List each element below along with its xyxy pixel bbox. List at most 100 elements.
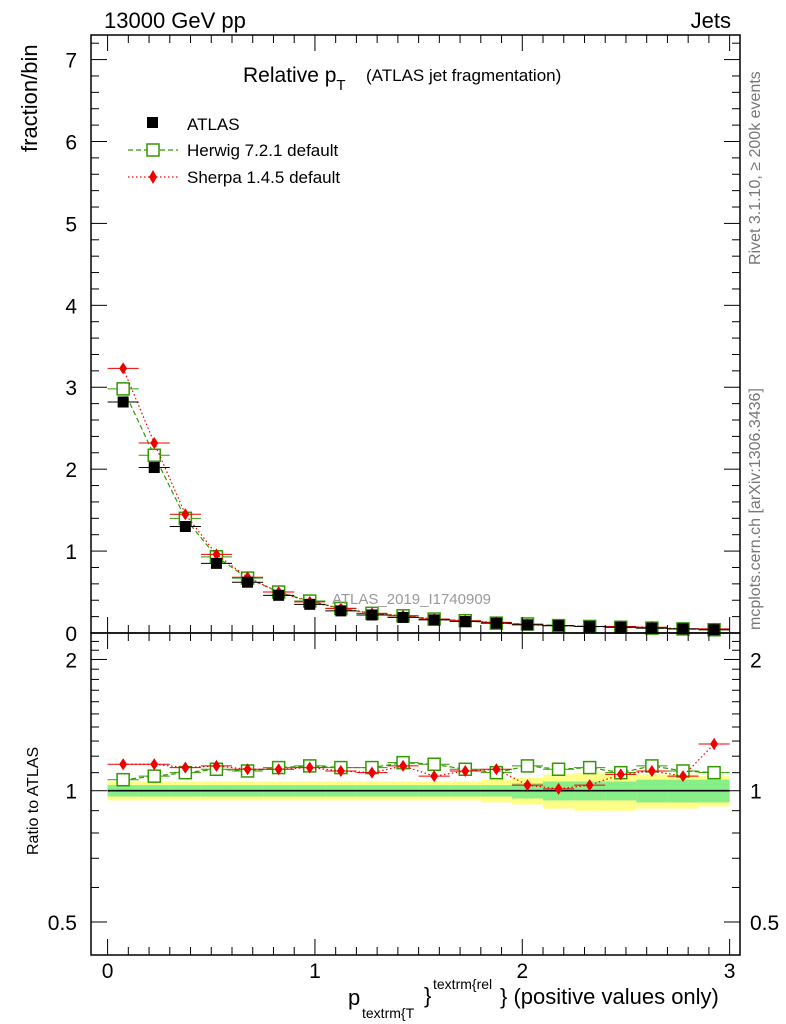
- chart-title-sub: T: [336, 77, 345, 94]
- x-label-main: p: [348, 985, 360, 1010]
- legend-marker-herwig: [146, 143, 160, 157]
- ratio-herwig-point: [707, 765, 721, 780]
- ratio-sherpa-point: [710, 737, 719, 750]
- ratio-herwig-point: [427, 757, 441, 772]
- legend-item-atlas: ATLAS: [147, 115, 240, 134]
- x-label-suffix: } (positive values only): [500, 984, 719, 1009]
- main-y-tick-label: 1: [65, 541, 77, 564]
- ratio-sherpa-point: [212, 759, 221, 772]
- ratio-sherpa-point: [616, 768, 625, 781]
- legend-marker-sherpa: [149, 170, 157, 184]
- herwig-point: [116, 382, 130, 396]
- atlas-point: [210, 557, 222, 569]
- legend: ATLAS Herwig 7.2.1 default Sherpa 1.4.5 …: [128, 115, 340, 187]
- atlas-point: [335, 605, 347, 617]
- chart-title-main: Relative p: [243, 64, 336, 87]
- ratio-sherpa-point: [430, 770, 439, 783]
- main-y-tick-label: 7: [65, 50, 77, 73]
- watermark: ATLAS_2019_I1740909: [332, 591, 491, 608]
- x-label-brace: }: [424, 983, 431, 1008]
- atlas-point: [553, 620, 565, 632]
- ratio-herwig-point: [551, 762, 566, 777]
- sherpa-line: [122, 368, 715, 630]
- legend-label-sherpa: Sherpa 1.4.5 default: [187, 168, 340, 187]
- main-y-tick-label: 4: [65, 295, 77, 318]
- ratio-sherpa-point: [181, 761, 190, 774]
- x-tick-label: 0: [102, 960, 114, 983]
- main-data-layer: [107, 362, 730, 637]
- x-tick-label: 1: [309, 960, 321, 983]
- ratio-sherpa-point: [492, 763, 501, 776]
- sherpa-point: [212, 548, 221, 561]
- ratio-y-tick-label-right: 0.5: [750, 912, 779, 935]
- atlas-point: [428, 614, 440, 626]
- main-y-tick-label: 5: [65, 213, 77, 236]
- ratio-sherpa-point: [554, 782, 563, 795]
- ratio-y-tick-label-right: 1: [750, 781, 762, 804]
- ratio-sherpa-point: [585, 779, 594, 792]
- ratio-y-tick-label: 2: [65, 649, 77, 672]
- atlas-point: [273, 589, 285, 601]
- atlas-point: [179, 521, 191, 533]
- legend-label-herwig: Herwig 7.2.1 default: [187, 141, 338, 160]
- x-tick-label: 2: [516, 960, 528, 983]
- ratio-ticks: 0 1 2 3 0.5 0.5 1 1 2 2: [48, 633, 779, 983]
- ratio-herwig-point: [520, 759, 535, 773]
- atlas-point: [521, 619, 533, 631]
- series-atlas: [107, 396, 730, 636]
- atlas-point: [677, 623, 689, 635]
- ratio-sherpa-point: [150, 758, 159, 771]
- ratio-herwig-point: [582, 760, 597, 775]
- side-text-bottom: mcplots.cern.ch [arXiv:1306.3436]: [747, 388, 764, 630]
- ratio-sherpa-point: [305, 761, 314, 774]
- ratio-sherpa-point: [461, 764, 470, 777]
- ratio-data-layer: [107, 737, 730, 811]
- atlas-point: [242, 576, 254, 588]
- ratio-y-tick-label-right: 2: [750, 649, 762, 672]
- sherpa-point: [181, 508, 190, 521]
- x-axis-label: p textrm{T } textrm{rel } (positive valu…: [348, 976, 719, 1021]
- x-tick-label: 3: [724, 960, 736, 983]
- sherpa-point: [119, 362, 128, 375]
- main-ticks: 0 1 2 3 4 5 6 7: [65, 35, 740, 646]
- ratio-sherpa-point: [274, 763, 283, 776]
- ratio-y-label: Ratio to ATLAS: [25, 747, 42, 855]
- ratio-sherpa-point: [647, 764, 656, 777]
- atlas-point: [148, 462, 160, 474]
- atlas-point: [584, 620, 596, 632]
- main-y-tick-label: 2: [65, 459, 77, 482]
- chart-title: Relative pT: [243, 64, 346, 94]
- ratio-sherpa-point: [399, 759, 408, 772]
- legend-label-atlas: ATLAS: [187, 115, 240, 134]
- header-right: Jets: [691, 8, 731, 33]
- main-y-tick-label: 3: [65, 377, 77, 400]
- header-left: 13000 GeV pp: [104, 8, 246, 33]
- atlas-point: [708, 624, 720, 636]
- main-y-tick-label: 6: [65, 131, 77, 154]
- atlas-point: [615, 621, 627, 633]
- main-y-label: fraction/bin: [17, 44, 42, 152]
- ratio-panel: 0 1 2 3 0.5 0.5 1 1 2 2 Ratio to ATLAS p textrm{T…: [25, 632, 779, 1021]
- ratio-y-tick-label: 0.5: [48, 912, 77, 935]
- ratio-sherpa-point: [367, 766, 376, 779]
- sherpa-point: [150, 436, 159, 449]
- main-panel: 0 1 2 3 4 5 6 7 Relative pT (ATLAS jet fragment…: [17, 34, 741, 646]
- atlas-point: [304, 598, 316, 610]
- ratio-frame: [90, 632, 741, 956]
- ratio-sherpa-point: [243, 763, 252, 776]
- ratio-herwig-point: [147, 769, 161, 783]
- atlas-point: [366, 609, 378, 621]
- side-text-top: Rivet 3.1.10, ≥ 200k events: [747, 71, 764, 265]
- ratio-sherpa-point: [678, 770, 687, 783]
- atlas-point: [490, 617, 502, 629]
- atlas-point: [459, 616, 471, 628]
- atlas-point: [397, 611, 409, 623]
- legend-item-herwig: Herwig 7.2.1 default: [128, 141, 338, 160]
- chart-title-suffix: (ATLAS jet fragmentation): [366, 66, 561, 85]
- ratio-sherpa-point: [523, 779, 532, 792]
- ratio-herwig-point: [116, 772, 130, 787]
- legend-item-sherpa: Sherpa 1.4.5 default: [128, 168, 340, 187]
- x-label-sub: textrm{T: [362, 1005, 415, 1021]
- ratio-sherpa-point: [336, 764, 345, 777]
